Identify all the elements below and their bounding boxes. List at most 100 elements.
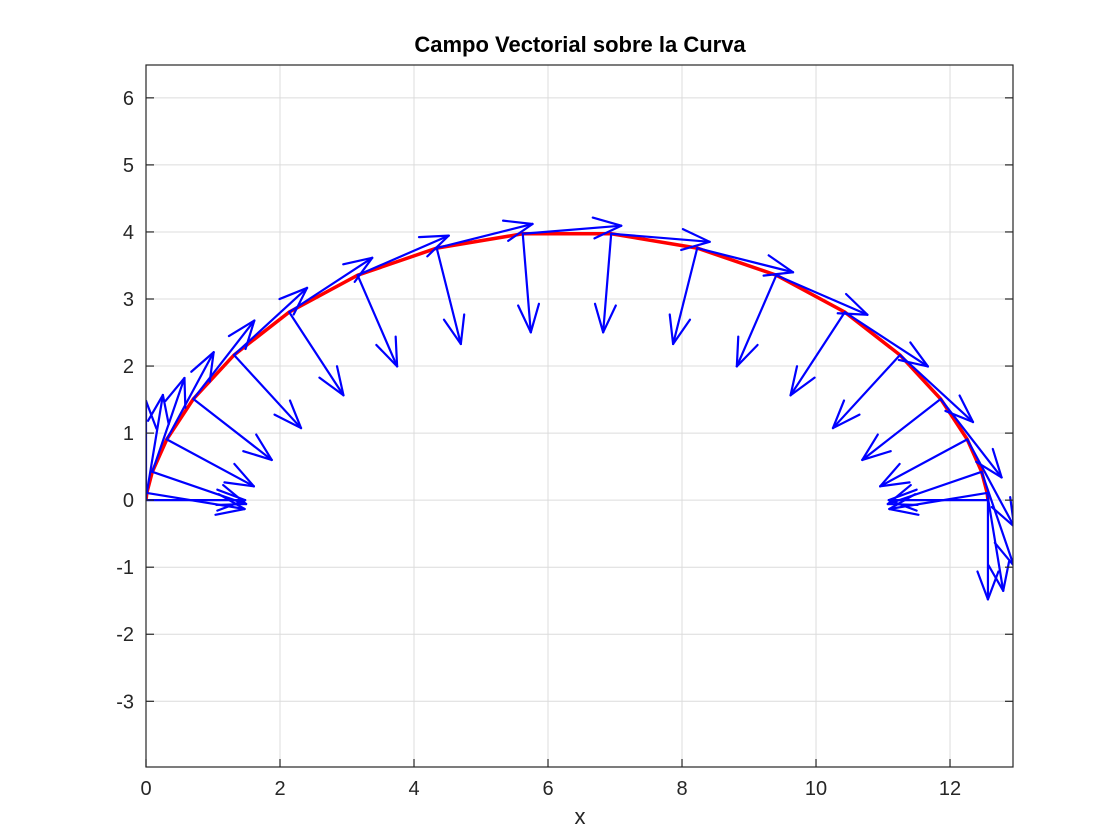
tangent-arrow <box>843 311 930 368</box>
tangent-arrow-shaft <box>843 311 930 368</box>
tangent-arrow-head <box>680 240 711 252</box>
normal-arrow-head <box>288 399 303 430</box>
tangent-arrow-head <box>767 254 795 274</box>
tangent-arrow-shaft <box>986 491 1005 592</box>
normal-arrow-head <box>668 313 675 346</box>
tangent-arrow-head <box>507 222 534 242</box>
tangent-arrow <box>976 499 1000 601</box>
normal-arrow-shaft <box>165 438 255 488</box>
normal-arrow-head <box>861 433 879 462</box>
x-tick-label: 10 <box>805 778 827 800</box>
tangent-arrow-shaft <box>696 247 795 274</box>
normal-arrow-head <box>887 488 918 502</box>
x-tick-label: 12 <box>939 778 961 800</box>
normal-arrow <box>861 397 942 462</box>
tangent-arrow-head <box>681 228 711 243</box>
tangent-arrow <box>898 353 975 424</box>
normal-arrow-head <box>222 483 248 506</box>
y-tick-label: -2 <box>116 624 134 646</box>
tangent-arrow-shaft <box>232 286 309 357</box>
normal-arrow <box>288 311 345 397</box>
normal-arrow-shaft <box>886 470 983 506</box>
normal-arrow-head <box>593 302 605 334</box>
normal-arrow <box>668 247 699 346</box>
normal-arrow <box>735 274 778 368</box>
normal-arrow-head <box>789 365 799 397</box>
normal-arrow-head <box>887 499 918 512</box>
tangent-arrow-shaft <box>521 224 623 235</box>
normal-arrow-shaft <box>831 353 902 430</box>
grid <box>145 65 1013 767</box>
normal-arrow-head <box>335 365 345 397</box>
y-tick-label: 2 <box>123 356 134 378</box>
x-tick-label: 0 <box>140 778 151 800</box>
normal-arrow-head <box>529 302 541 334</box>
normal-arrow-head <box>223 481 255 488</box>
tangent-arrow-shaft <box>146 393 164 495</box>
normal-arrow-head <box>831 399 846 430</box>
y-tick-label: 3 <box>123 289 134 311</box>
normal-arrow-head <box>215 502 248 507</box>
normal-arrow <box>165 438 255 488</box>
tangent-arrow-head <box>1012 555 1013 567</box>
x-tick-label: 2 <box>274 778 285 800</box>
normal-arrow-head <box>318 376 345 397</box>
normal-arrow-head <box>789 376 816 397</box>
tangent-arrow <box>775 274 869 316</box>
normal-arrow-head <box>672 318 692 346</box>
tangent-arrow-head <box>591 216 623 227</box>
tangent-arrow-head <box>958 394 975 424</box>
tangent-arrow <box>146 393 170 495</box>
chart-title: Campo Vectorial sobre la Curva <box>414 32 746 57</box>
tangent-arrow <box>356 234 450 277</box>
tangent-arrow-head <box>190 351 215 373</box>
normal-arrow-head <box>861 450 892 462</box>
normal-arrow-head <box>242 450 273 462</box>
normal-arrow-shaft <box>521 232 532 334</box>
normal-arrow <box>831 353 902 430</box>
tangent-arrow-head <box>909 341 930 368</box>
tangent-arrow <box>696 247 795 277</box>
normal-arrow-shaft <box>232 353 303 430</box>
tangent-arrow-head <box>897 358 930 368</box>
tangent-arrow <box>192 319 256 401</box>
normal-arrow-head <box>831 413 861 430</box>
tangent-arrow-head <box>183 376 187 409</box>
tangent-arrow <box>151 376 187 473</box>
tangent-arrow-shaft <box>151 376 186 473</box>
normal-arrow-shaft <box>879 438 969 488</box>
tangent-arrow-shaft <box>610 232 711 243</box>
normal-arrow-head <box>394 335 399 368</box>
x-axis-label: x <box>575 804 586 829</box>
tangent-arrow-head <box>292 286 309 316</box>
tangent-arrow-head <box>976 570 990 601</box>
tangent-arrow <box>232 286 309 357</box>
normal-arrow-head <box>375 343 399 368</box>
normal-arrow-shaft <box>151 470 248 506</box>
tangent-arrow-shaft <box>192 319 256 401</box>
normal-arrow-head <box>214 507 246 516</box>
normal-arrow-head <box>442 318 462 346</box>
x-tick-label: 4 <box>408 778 419 800</box>
tangent-arrow-head <box>146 399 148 405</box>
tangent-arrow-head <box>426 234 450 258</box>
tangent-arrow-shaft <box>939 397 1003 479</box>
normal-arrow <box>356 274 399 368</box>
normal-arrow <box>151 470 248 507</box>
tangent-arrow <box>288 256 374 314</box>
tangent-arrow <box>435 219 534 250</box>
normal-arrow-head <box>735 343 759 368</box>
normal-arrow-shaft <box>861 397 942 462</box>
normal-arrow-head <box>517 304 532 334</box>
tangent-arrow-head <box>993 541 1013 567</box>
tangent-arrow-shaft <box>898 353 975 424</box>
axes-box <box>145 64 1014 768</box>
tangent-arrow-shaft <box>435 222 534 250</box>
x-tick-label: 8 <box>676 778 687 800</box>
y-tick-label: 5 <box>123 155 134 177</box>
tangent-arrow-head <box>1009 496 1013 527</box>
normal-arrow <box>789 311 846 397</box>
normal-arrow-shaft <box>435 247 462 346</box>
